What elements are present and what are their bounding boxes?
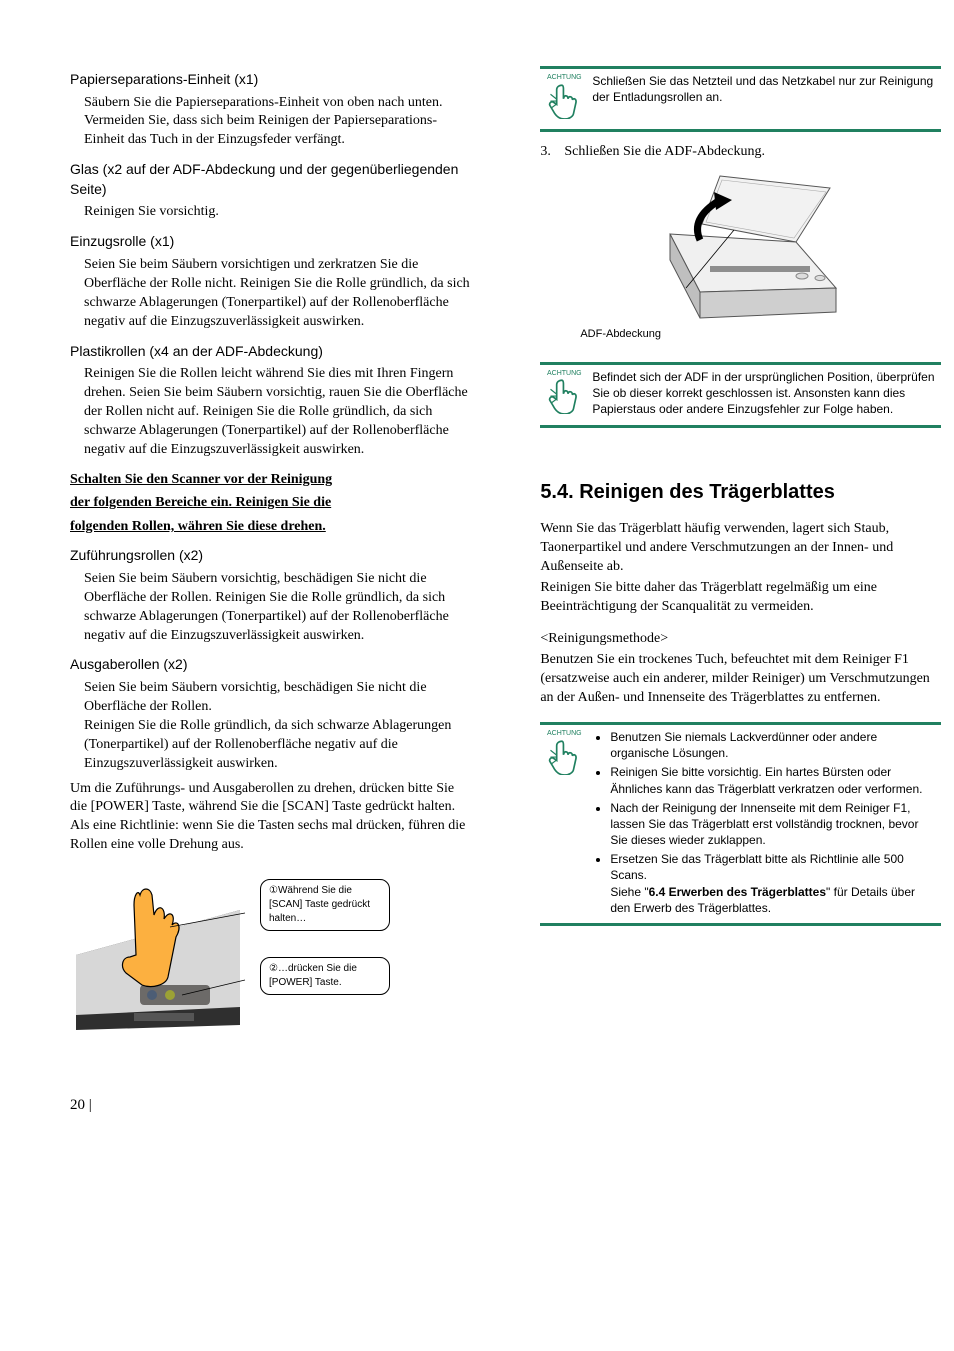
two-column-layout: Papierseparations-Einheit (x1) Säubern S… (70, 60, 904, 1035)
text-plastikrollen: Reinigen Sie die Rollen leicht während S… (84, 365, 470, 459)
callout-power: ②…drücken Sie die [POWER] Taste. (260, 957, 390, 995)
illustration-adf-cover (540, 170, 940, 340)
right-column: ACHTUNG Schließen Sie das Netzteil und d… (540, 60, 940, 1035)
callout-scan: ①Während Sie die [SCAN] Taste gedrückt h… (260, 879, 390, 931)
achtung-label-3: ACHTUNG (547, 729, 582, 739)
achtung-box-1: ACHTUNG Schließen Sie das Netzteil und d… (540, 66, 940, 132)
heading-zufuehrungsrollen: Zuführungsrollen (x2) (70, 546, 470, 566)
attention-hand-icon (546, 739, 582, 782)
text-glas: Reinigen Sie vorsichtig. (84, 203, 470, 222)
heading-papierseparations: Papierseparations-Einheit (x1) (70, 70, 470, 90)
achtung-box-3: ACHTUNG Benutzen Sie niemals Lackverdünn… (540, 722, 940, 926)
text-schalten-2: der folgenden Bereiche ein. Reinigen Sie… (70, 493, 470, 513)
text-um-die: Um die Zuführungs- und Ausgaberollen zu … (70, 780, 470, 856)
text-54-para2: Reinigen Sie bitte daher das Trägerblatt… (540, 579, 940, 617)
achtung-text-2: Befindet sich der ADF in der ursprünglic… (592, 369, 934, 418)
text-schalten-1: Schalten Sie den Scanner vor der Reinigu… (70, 470, 470, 490)
left-column: Papierseparations-Einheit (x1) Säubern S… (70, 60, 470, 1035)
attention-hand-icon (546, 378, 582, 421)
step-3: 3.Schließen Sie die ADF-Abdeckung. (540, 142, 940, 162)
heading-plastikrollen: Plastikrollen (x4 an der ADF-Abdeckung) (70, 342, 470, 362)
illustration-scan-power: ①Während Sie die [SCAN] Taste gedrückt h… (70, 865, 470, 1035)
step-3-text: Schließen Sie die ADF-Abdeckung. (564, 144, 765, 159)
achtung3-bullet-2: Reinigen Sie bitte vorsichtig. Ein harte… (610, 764, 934, 796)
text-papierseparations: Säubern Sie die Papierseparations-Einhei… (84, 94, 470, 151)
achtung3-bullet-4: Ersetzen Sie das Trägerblatt bitte als R… (610, 851, 934, 916)
achtung-box-2: ACHTUNG Befindet sich der ADF in der urs… (540, 362, 940, 428)
scanner-button-illustration (70, 865, 250, 1035)
attention-hand-icon (546, 83, 582, 126)
text-54-para1: Wenn Sie das Trägerblatt häufig verwende… (540, 520, 940, 577)
step-3-number: 3. (540, 142, 564, 162)
text-zufuehrungsrollen: Seien Sie beim Säubern vorsichtig, besch… (84, 570, 470, 646)
achtung3-bullet-3: Nach der Reinigung der Innenseite mit de… (610, 800, 934, 849)
text-method-label: <Reinigungsmethode> (540, 630, 940, 649)
achtung3-bullet-4b: Siehe " (610, 885, 648, 899)
heading-einzugsrolle: Einzugsrolle (x1) (70, 232, 470, 252)
text-method-body: Benutzen Sie ein trockenes Tuch, befeuch… (540, 651, 940, 708)
adf-caption: ADF-Abdeckung (580, 328, 661, 340)
achtung-label-2: ACHTUNG (547, 369, 582, 379)
achtung-text-3: Benutzen Sie niemals Lackverdünner oder … (592, 729, 934, 919)
achtung-text-1: Schließen Sie das Netzteil und das Netzk… (592, 73, 934, 105)
text-ausgaberollen: Seien Sie beim Säubern vorsichtig, besch… (84, 679, 470, 773)
heading-54: 5.4. Reinigen des Trägerblattes (540, 478, 940, 506)
achtung3-bullet-1: Benutzen Sie niemals Lackverdünner oder … (610, 729, 934, 761)
achtung3-bullet-4bold: 6.4 Erwerben des Trägerblattes (649, 885, 826, 899)
achtung3-bullet-4a: Ersetzen Sie das Trägerblatt bitte als R… (610, 852, 904, 882)
heading-glas: Glas (x2 auf der ADF-Abdeckung und der g… (70, 160, 470, 199)
page-number: 20 | (70, 1095, 904, 1116)
text-schalten-3: folgenden Rollen, währen Sie diese drehe… (70, 517, 470, 537)
text-einzugsrolle: Seien Sie beim Säubern vorsichtigen und … (84, 256, 470, 332)
achtung-label-1: ACHTUNG (547, 73, 582, 83)
heading-ausgaberollen: Ausgaberollen (x2) (70, 655, 470, 675)
